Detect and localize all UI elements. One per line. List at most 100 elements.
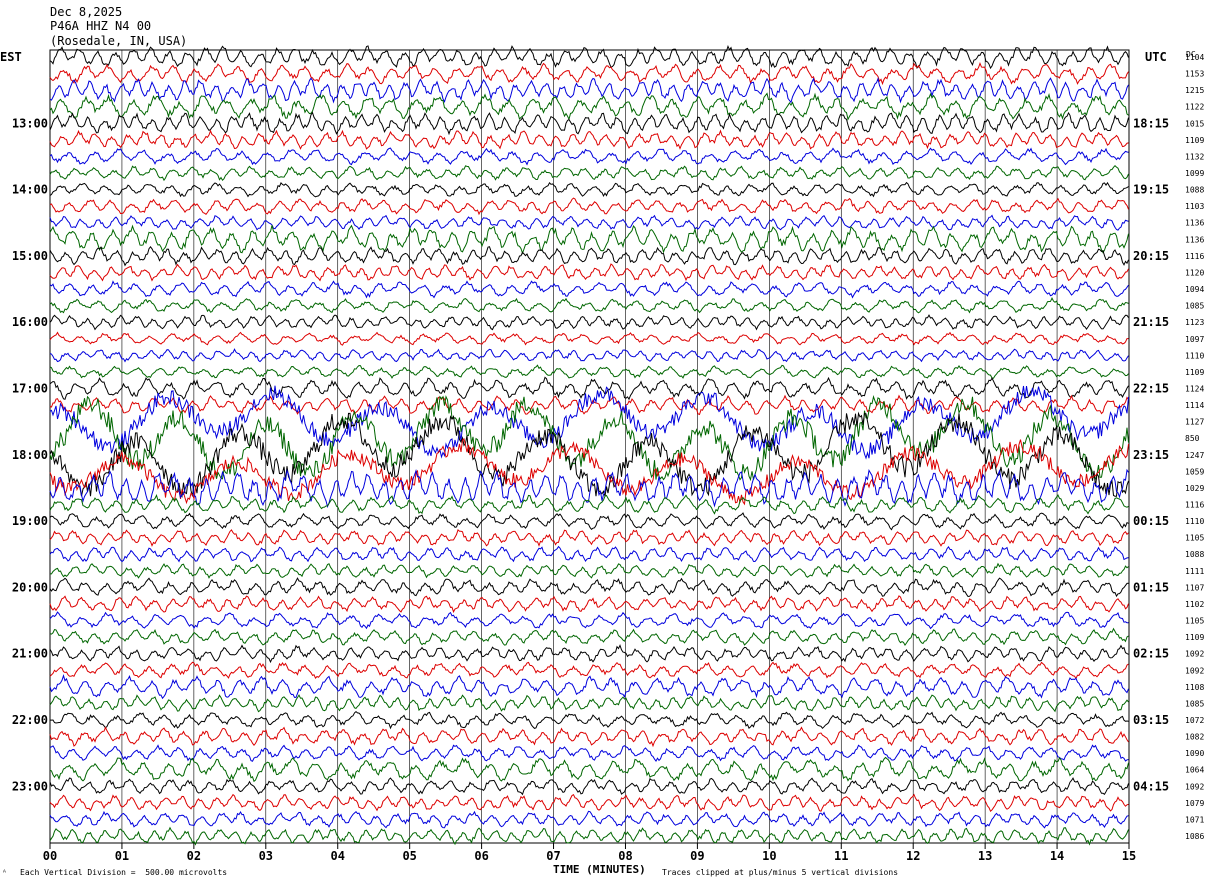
dc-offset-value: 1085 — [1185, 302, 1204, 311]
x-tick-label: 13 — [978, 849, 992, 863]
footer-mark: ᴬ — [2, 868, 7, 877]
seismic-trace — [49, 348, 1129, 363]
x-tick-label: 01 — [115, 849, 129, 863]
x-tick-label: 03 — [259, 849, 273, 863]
right-hour-label: 20:15 — [1133, 249, 1169, 263]
x-tick-label: 00 — [43, 849, 57, 863]
dc-offset-value: 1109 — [1185, 136, 1204, 145]
x-tick-label: 08 — [618, 849, 632, 863]
right-hour-label: 19:15 — [1133, 183, 1169, 197]
right-hour-label: 22:15 — [1133, 381, 1169, 395]
seismic-trace — [49, 364, 1129, 379]
right-hour-label: 21:15 — [1133, 315, 1169, 329]
seismic-trace — [49, 777, 1129, 796]
seismic-trace — [49, 529, 1129, 547]
dc-offset-value: 1124 — [1185, 384, 1204, 393]
seismic-trace — [49, 595, 1129, 614]
seismic-trace — [49, 694, 1129, 713]
dc-offset-value: 1108 — [1185, 683, 1204, 692]
left-hour-label: 15:00 — [12, 249, 48, 263]
dc-offset-value: 1107 — [1185, 583, 1204, 592]
x-tick-label: 04 — [331, 849, 345, 863]
x-tick-label: 12 — [906, 849, 920, 863]
dc-offset-value: 1029 — [1185, 484, 1204, 493]
right-hour-label: 03:15 — [1133, 713, 1169, 727]
seismic-trace — [49, 793, 1129, 813]
footer-scale-note: Each Vertical Division = 500.00 microvol… — [20, 868, 228, 877]
dc-offset-value: 1090 — [1185, 749, 1204, 758]
dc-offset-value: 1072 — [1185, 716, 1204, 725]
dc-offset-value: 1094 — [1185, 285, 1204, 294]
dc-offset-value: 1114 — [1185, 401, 1204, 410]
seismic-trace — [49, 468, 1129, 509]
dc-offset-value: 1132 — [1185, 152, 1204, 161]
dc-offset-value: 1116 — [1185, 501, 1204, 510]
right-hour-label: 01:15 — [1133, 580, 1169, 594]
left-hour-label: 13:00 — [12, 116, 48, 130]
seismic-trace — [49, 224, 1129, 255]
dc-offset-value: 1215 — [1185, 86, 1204, 95]
seismic-trace — [49, 280, 1129, 299]
header-date: Dec 8,2025 — [50, 5, 123, 19]
dc-offset-value: 1059 — [1185, 467, 1204, 476]
dc-offset-value: 1110 — [1185, 351, 1204, 360]
dc-offset-value: 1120 — [1185, 268, 1204, 277]
right-hour-label: 04:15 — [1133, 779, 1169, 793]
left-hour-label: 23:00 — [12, 779, 48, 793]
seismic-trace — [49, 164, 1129, 182]
left-hour-label: 21:00 — [12, 647, 48, 661]
seismic-trace — [49, 314, 1129, 331]
x-tick-label: 02 — [187, 849, 201, 863]
left-hour-label: 18:00 — [12, 448, 48, 462]
x-axis-title: TIME (MINUTES) — [553, 863, 646, 876]
left-hour-label: 14:00 — [12, 183, 48, 197]
right-hour-label: 00:15 — [1133, 514, 1169, 528]
right-hour-label: 23:15 — [1133, 448, 1169, 462]
seismic-trace — [49, 810, 1129, 829]
left-hour-label: 22:00 — [12, 713, 48, 727]
seismic-trace — [49, 92, 1129, 121]
seismic-trace — [49, 245, 1129, 267]
right-hour-label: 18:15 — [1133, 116, 1169, 130]
dc-offset-value: 1085 — [1185, 699, 1204, 708]
seismic-trace — [49, 627, 1129, 647]
seismic-trace — [49, 214, 1129, 231]
dc-offset-value: 1127 — [1185, 418, 1204, 427]
dc-offset-value: 1104 — [1185, 53, 1204, 62]
x-tick-label: 07 — [546, 849, 560, 863]
dc-offset-value: 1153 — [1185, 70, 1204, 79]
x-tick-label: 15 — [1122, 849, 1136, 863]
dc-offset-value: 1110 — [1185, 517, 1204, 526]
seismic-trace — [49, 181, 1129, 198]
left-hour-label: 17:00 — [12, 381, 48, 395]
seismic-trace — [49, 263, 1129, 282]
dc-offset-value: 1105 — [1185, 534, 1204, 543]
dc-label: DC — [1186, 50, 1196, 59]
dc-offset-value: 1105 — [1185, 617, 1204, 626]
seismic-trace — [49, 385, 1129, 460]
seismic-trace — [49, 438, 1129, 506]
x-tick-label: 14 — [1050, 849, 1064, 863]
dc-offset-value: 1092 — [1185, 650, 1204, 659]
dc-offset-value: 1136 — [1185, 219, 1204, 228]
dc-offset-value: 1071 — [1185, 815, 1204, 824]
seismic-trace — [49, 376, 1129, 401]
seismic-trace — [49, 826, 1129, 846]
dc-offset-value: 1111 — [1185, 567, 1204, 576]
header-station: P46A HHZ N4 00 — [50, 19, 152, 33]
seismic-trace — [49, 394, 1129, 416]
seismic-trace — [49, 111, 1129, 136]
seismic-trace — [49, 611, 1129, 630]
dc-offset-value: 1102 — [1185, 600, 1204, 609]
seismic-trace — [49, 61, 1129, 86]
dc-offset-value: 1116 — [1185, 252, 1204, 261]
seismic-trace — [49, 411, 1129, 499]
seismic-trace — [49, 661, 1129, 680]
footer-clip-note: Traces clipped at plus/minus 5 vertical … — [662, 868, 899, 877]
seismic-trace — [49, 674, 1129, 700]
seismic-trace — [49, 494, 1129, 515]
dc-offset-value: 1122 — [1185, 103, 1204, 112]
dc-offset-value: 1086 — [1185, 832, 1204, 841]
dc-offset-value: 1064 — [1185, 766, 1204, 775]
